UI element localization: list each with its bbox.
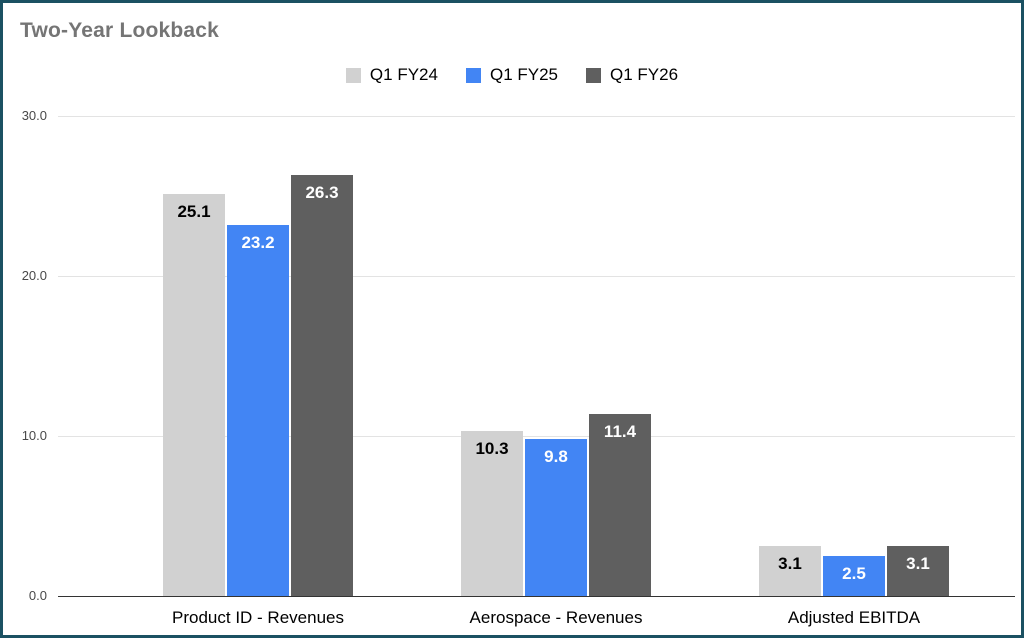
bar-q1-fy26 [887, 546, 949, 596]
bar-q1-fy24 [461, 431, 523, 596]
bar-value-label: 26.3 [305, 183, 339, 203]
legend-item-q1-fy26: Q1 FY26 [586, 65, 678, 85]
bar-value-label: 10.3 [475, 439, 509, 459]
bar-value-label: 11.4 [603, 421, 637, 441]
legend-label: Q1 FY24 [369, 65, 438, 84]
x-axis-label: Aerospace - Revenues [469, 608, 643, 627]
gridline [58, 276, 1015, 277]
y-tick-label: 10.0 [21, 428, 47, 443]
x-axis-label: Adjusted EBITDA [787, 608, 921, 627]
bar-value-label: 3.1 [906, 554, 930, 574]
legend-swatch-q1-fy25 [465, 67, 481, 83]
bar-value-label: 9.8 [544, 447, 568, 467]
x-axis-label: Product ID - Revenues [172, 608, 344, 627]
y-tick-label: 0.0 [28, 588, 47, 603]
bar-q1-fy25 [227, 224, 289, 596]
bar-value-label: 2.5 [842, 564, 866, 583]
bar-q1-fy24 [163, 194, 225, 596]
gridline [58, 116, 1015, 117]
bar-q1-fy25 [525, 439, 587, 596]
y-tick-label: 20.0 [21, 268, 47, 283]
bar-value-label: 25.1 [177, 202, 211, 222]
legend-label: Q1 FY26 [610, 65, 679, 84]
legend-item-q1-fy24: Q1 FY24 [345, 65, 438, 85]
bar-q1-fy24 [759, 546, 821, 596]
bar-value-label: 3.1 [778, 554, 802, 574]
bar-q1-fy25 [823, 556, 885, 596]
bar-q1-fy26 [589, 413, 651, 596]
bar-value-label: 23.2 [241, 232, 275, 252]
legend-swatch-q1-fy26 [586, 67, 602, 83]
y-tick-label: 30.0 [21, 108, 47, 123]
legend: Q1 FY24 Q1 FY25 Q1 FY26 [3, 65, 1021, 85]
legend-item-q1-fy25: Q1 FY25 [465, 65, 559, 85]
chart-title: Two-Year Lookback [20, 19, 220, 42]
plot-area: 0.0 10.0 20.0 30.0 25.1 23.2 26.3 Product ID - … [3, 3, 1021, 635]
legend-label: Q1 FY25 [489, 65, 559, 84]
legend-swatch-q1-fy24 [345, 67, 361, 83]
bar-q1-fy26 [291, 175, 353, 596]
x-axis-line [58, 596, 1015, 597]
gridline [58, 436, 1015, 437]
